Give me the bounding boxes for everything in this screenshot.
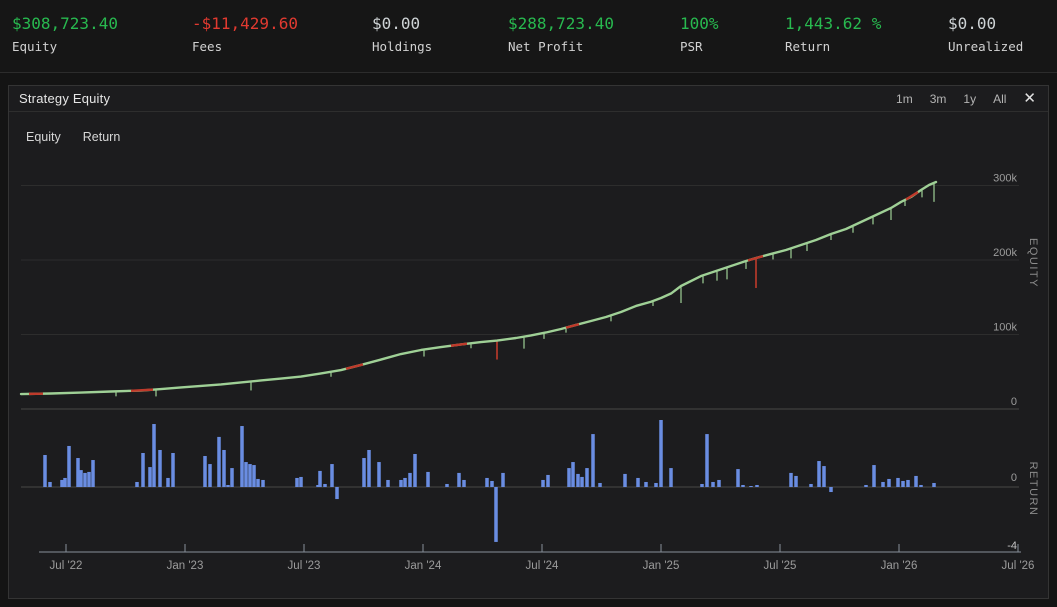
stat-fees-value: -$11,429.60: [192, 14, 298, 33]
svg-text:Jul '23: Jul '23: [288, 560, 321, 572]
stat-return-value: 1,443.62 %: [785, 14, 882, 33]
svg-text:Jul '26: Jul '26: [1002, 560, 1035, 572]
range-button-all[interactable]: All: [993, 91, 1007, 106]
legend-item-return[interactable]: Return: [82, 130, 121, 144]
stat-net-profit-value: $288,723.40: [508, 14, 614, 33]
stat-return-label: Return: [785, 39, 831, 54]
svg-text:Jan '24: Jan '24: [405, 560, 442, 572]
panel-title: Strategy Equity: [19, 91, 111, 106]
stat-fees-label: Fees: [192, 39, 223, 54]
svg-text:RETURN: RETURN: [1027, 462, 1039, 517]
close-icon[interactable]: ✕: [1023, 90, 1036, 107]
chart-legend: Equity Return: [26, 130, 120, 144]
svg-text:-4: -4: [1007, 540, 1017, 552]
stat-psr-value: 100%: [680, 14, 719, 33]
stat-holdings-value: $0.00: [372, 14, 421, 33]
stat-equity-label: Equity: [12, 39, 58, 54]
stat-unrealized-label: Unrealized: [948, 39, 1024, 54]
svg-text:Jul '22: Jul '22: [50, 560, 83, 572]
strategy-equity-chart[interactable]: 300k 200k 100k 0 0 -4 Jul '22 Jan '23 Jul '23 Jan…: [9, 112, 1048, 598]
range-selector: 1m 3m 1y All ✕: [896, 91, 1048, 106]
svg-text:Jan '23: Jan '23: [167, 560, 204, 572]
range-button-1y[interactable]: 1y: [963, 91, 977, 106]
svg-text:300k: 300k: [993, 173, 1017, 185]
svg-text:0: 0: [1011, 472, 1017, 484]
stat-equity-value: $308,723.40: [12, 14, 118, 33]
stat-unrealized-value: $0.00: [948, 14, 997, 33]
panel-header: Strategy Equity 1m 3m 1y All ✕: [9, 86, 1048, 112]
stats-bar: $308,723.40 Equity -$11,429.60 Fees $0.0…: [0, 0, 1057, 73]
stat-net-profit-label: Net Profit: [508, 39, 584, 54]
strategy-equity-panel: Strategy Equity 1m 3m 1y All ✕ Equity Re…: [8, 85, 1049, 599]
svg-text:EQUITY: EQUITY: [1027, 238, 1039, 288]
stat-psr-label: PSR: [680, 39, 703, 54]
svg-text:100k: 100k: [993, 322, 1017, 334]
svg-text:Jan '25: Jan '25: [643, 560, 680, 572]
svg-text:Jan '26: Jan '26: [881, 560, 918, 572]
svg-text:0: 0: [1011, 396, 1017, 408]
svg-text:Jul '24: Jul '24: [526, 560, 559, 572]
stat-holdings-label: Holdings: [372, 39, 433, 54]
range-button-3m[interactable]: 3m: [929, 91, 947, 106]
range-button-1m[interactable]: 1m: [896, 91, 913, 106]
legend-item-equity[interactable]: Equity: [26, 130, 61, 144]
svg-text:200k: 200k: [993, 247, 1017, 259]
svg-text:Jul '25: Jul '25: [764, 560, 797, 572]
